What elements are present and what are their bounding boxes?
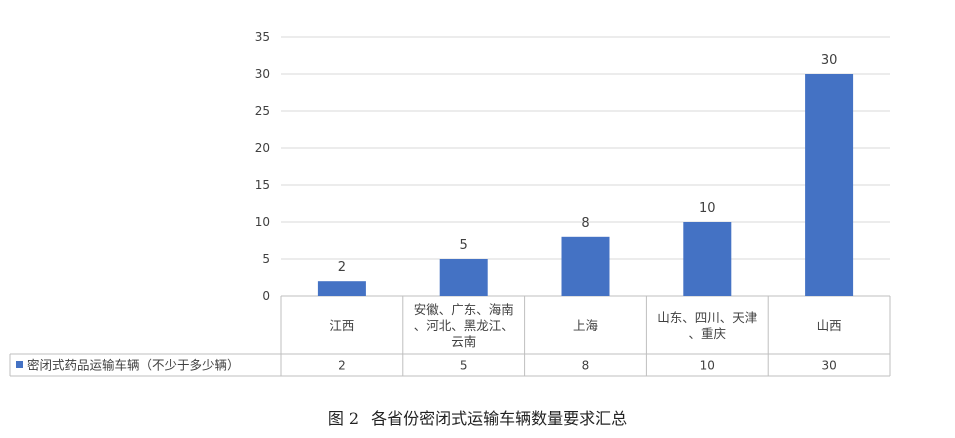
y-tick-label: 20 <box>255 141 270 155</box>
data-label: 2 <box>338 260 346 275</box>
figure-number: 图 2 <box>327 409 360 428</box>
y-tick-label: 0 <box>262 289 270 303</box>
legend-swatch <box>16 361 23 368</box>
category-label: 安徽、广东、海南 <box>414 302 514 317</box>
category-label: 山东、四川、天津 <box>657 310 757 325</box>
table-value: 5 <box>460 359 468 373</box>
y-tick-label: 10 <box>255 215 270 229</box>
y-tick-label: 25 <box>255 104 270 118</box>
table-value: 30 <box>821 359 836 373</box>
data-label: 30 <box>821 53 838 68</box>
y-tick-label: 30 <box>255 67 270 81</box>
category-label: 江西 <box>329 318 354 333</box>
category-label: 上海 <box>573 318 599 333</box>
category-label: 、重庆 <box>689 326 727 341</box>
category-label: 、河北、黑龙江、 <box>414 318 514 333</box>
bar <box>439 259 488 296</box>
data-label: 8 <box>581 216 589 231</box>
table-value: 10 <box>700 359 715 373</box>
bar <box>561 236 610 296</box>
bar <box>317 281 366 296</box>
figure-caption: 图 2 各省份密闭式运输车辆数量要求汇总 <box>0 405 955 429</box>
table-value: 2 <box>338 359 346 373</box>
legend-label: 密闭式药品运输车辆（不少于多少辆） <box>27 358 240 373</box>
y-tick-label: 15 <box>255 178 270 192</box>
figure-title: 各省份密闭式运输车辆数量要求汇总 <box>371 409 628 428</box>
bar-chart: 051015202530352江西25安徽、广东、海南、河北、黑龙江、云南58上… <box>9 30 891 377</box>
y-tick-label: 5 <box>262 252 270 266</box>
data-label: 10 <box>699 201 716 216</box>
bar <box>805 74 854 296</box>
category-label: 云南 <box>451 334 476 349</box>
data-label: 5 <box>460 238 468 253</box>
table-value: 8 <box>582 359 590 373</box>
bar <box>683 222 732 296</box>
category-label: 山西 <box>817 318 842 333</box>
y-tick-label: 35 <box>255 30 270 44</box>
